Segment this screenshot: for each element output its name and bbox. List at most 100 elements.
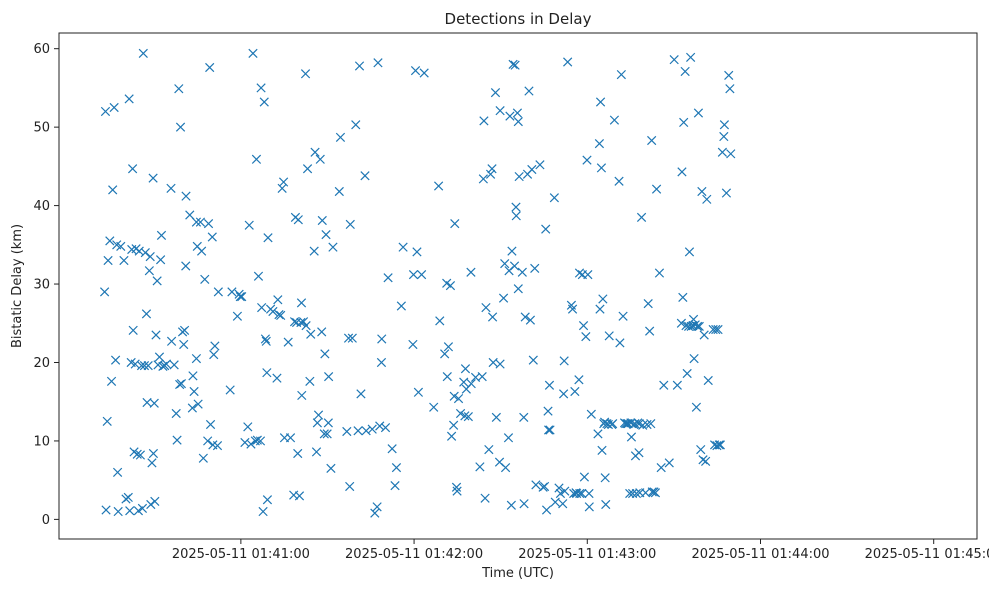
data-point xyxy=(463,411,473,422)
data-point xyxy=(513,284,523,294)
data-point xyxy=(531,480,541,490)
plot-frame xyxy=(58,32,978,540)
data-point xyxy=(491,412,501,423)
data-point xyxy=(391,462,402,473)
data-point xyxy=(656,462,666,473)
data-point xyxy=(210,341,220,351)
data-point xyxy=(478,174,488,184)
x-tick-label: 2025-05-11 01:43:00 xyxy=(518,547,656,562)
data-point xyxy=(528,355,538,365)
data-point xyxy=(560,486,570,496)
data-point xyxy=(549,193,559,203)
data-point xyxy=(317,215,327,226)
data-point xyxy=(408,339,418,350)
data-point xyxy=(137,503,148,514)
data-point xyxy=(243,422,253,432)
data-point xyxy=(691,402,702,412)
data-point xyxy=(460,364,471,374)
data-point xyxy=(261,336,271,346)
data-point xyxy=(500,259,510,269)
data-point xyxy=(305,376,315,386)
data-point xyxy=(684,247,695,257)
data-point xyxy=(151,330,161,340)
data-point xyxy=(146,499,156,510)
data-point xyxy=(140,248,150,258)
data-point xyxy=(255,436,266,446)
data-point xyxy=(510,60,520,70)
data-point xyxy=(487,312,498,322)
data-point xyxy=(604,331,614,341)
data-point xyxy=(101,505,111,515)
data-point xyxy=(579,472,590,482)
data-point xyxy=(511,211,521,221)
data-point xyxy=(563,57,573,67)
data-point xyxy=(166,183,176,193)
x-tick-label: 2025-05-11 01:41:00 xyxy=(172,547,310,562)
data-point xyxy=(321,229,331,240)
data-point xyxy=(651,184,662,194)
data-point xyxy=(310,147,320,157)
data-point xyxy=(479,116,489,126)
data-point xyxy=(181,191,191,201)
data-point xyxy=(524,86,534,96)
data-point xyxy=(244,220,254,230)
data-point xyxy=(377,334,387,344)
data-point xyxy=(505,111,515,121)
data-point xyxy=(682,368,692,379)
data-point xyxy=(156,230,167,241)
data-point xyxy=(152,276,162,286)
data-point xyxy=(543,425,554,435)
data-point xyxy=(459,377,469,387)
data-point xyxy=(367,424,377,434)
data-point xyxy=(108,185,118,195)
data-point xyxy=(643,299,653,309)
data-point xyxy=(410,66,421,76)
data-point xyxy=(692,321,703,332)
data-point xyxy=(475,462,485,472)
data-point xyxy=(584,502,594,512)
data-point xyxy=(171,408,181,419)
data-point xyxy=(198,453,208,463)
data-point xyxy=(205,419,216,430)
data-point xyxy=(583,270,593,280)
y-tick-label: 20 xyxy=(33,356,50,371)
data-point xyxy=(615,338,625,348)
data-point xyxy=(719,131,729,142)
data-point xyxy=(293,215,303,225)
data-point xyxy=(387,444,397,454)
data-point xyxy=(356,389,366,399)
data-point xyxy=(659,380,669,390)
data-point xyxy=(543,406,553,416)
data-point xyxy=(259,97,269,107)
data-point xyxy=(252,435,262,445)
data-point xyxy=(567,304,578,314)
data-point xyxy=(370,508,380,518)
data-point xyxy=(209,350,219,360)
data-point xyxy=(315,154,325,164)
data-point xyxy=(248,48,258,59)
data-point xyxy=(205,62,215,73)
x-axis-label: Time (UTC) xyxy=(481,566,554,581)
data-point xyxy=(145,251,155,262)
data-point xyxy=(181,261,191,271)
data-point xyxy=(119,255,129,266)
data-point xyxy=(138,48,148,59)
data-point xyxy=(324,371,334,382)
data-point xyxy=(634,448,644,458)
data-point xyxy=(128,325,138,335)
data-point xyxy=(191,353,202,364)
data-point xyxy=(664,458,674,468)
data-point xyxy=(416,270,427,280)
data-point xyxy=(335,132,346,142)
data-point xyxy=(212,441,223,451)
data-point xyxy=(147,458,157,468)
data-point xyxy=(203,436,213,446)
data-point xyxy=(294,491,305,501)
data-point xyxy=(175,122,186,132)
data-point xyxy=(677,167,687,177)
data-point xyxy=(150,496,160,506)
data-point xyxy=(582,155,592,165)
data-point xyxy=(696,444,706,455)
data-point xyxy=(268,306,278,317)
data-point xyxy=(235,291,245,302)
